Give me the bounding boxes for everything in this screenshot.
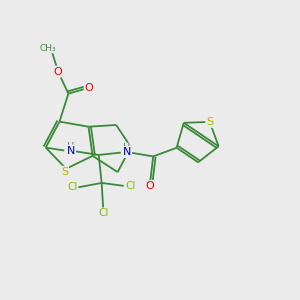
Text: S: S (61, 167, 68, 177)
Text: H: H (67, 142, 74, 152)
Text: H: H (123, 143, 130, 154)
Text: Cl: Cl (98, 208, 108, 218)
Text: N: N (67, 146, 75, 155)
Text: O: O (85, 83, 93, 93)
Text: Cl: Cl (67, 182, 77, 192)
Text: Cl: Cl (125, 181, 135, 191)
Text: S: S (206, 117, 213, 127)
Text: CH₃: CH₃ (39, 44, 56, 52)
Text: O: O (146, 181, 154, 191)
Text: O: O (54, 67, 62, 76)
Text: N: N (122, 147, 131, 157)
